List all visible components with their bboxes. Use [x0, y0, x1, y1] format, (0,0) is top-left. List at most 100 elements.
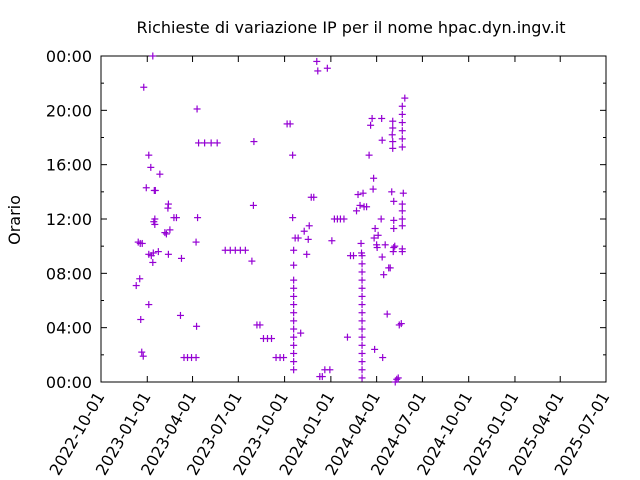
data-point — [399, 189, 407, 197]
y-tick-label: 04:00 — [46, 319, 92, 338]
data-point — [177, 254, 185, 262]
data-point — [358, 292, 366, 300]
data-point — [145, 151, 153, 159]
data-point — [290, 358, 298, 366]
data-point — [380, 271, 388, 279]
data-point — [389, 124, 397, 132]
data-point — [390, 216, 398, 224]
data-point — [389, 144, 397, 152]
data-point — [290, 333, 298, 341]
data-point — [398, 207, 406, 215]
y-axis-label: Orario — [5, 195, 24, 245]
data-point — [318, 373, 326, 381]
data-point — [192, 238, 200, 246]
y-tick-label: 20:00 — [46, 101, 92, 120]
data-point — [358, 349, 366, 357]
data-point — [358, 366, 366, 374]
data-point — [369, 185, 377, 193]
data-points — [132, 52, 409, 386]
y-tick-label: 12:00 — [46, 210, 92, 229]
data-point — [393, 375, 401, 383]
data-point — [394, 374, 402, 382]
axis-ticks: 00:0004:0008:0012:0016:0020:0000:002022-… — [46, 47, 614, 479]
data-point — [145, 301, 153, 309]
data-point — [377, 215, 385, 223]
data-point — [290, 366, 298, 374]
data-point — [290, 284, 298, 292]
data-point — [161, 229, 169, 237]
data-point — [378, 136, 386, 144]
data-point — [154, 248, 162, 256]
data-point — [151, 220, 159, 228]
data-point — [305, 222, 313, 230]
data-point — [250, 138, 258, 146]
data-point — [370, 234, 378, 242]
data-point — [358, 268, 366, 276]
data-point — [398, 143, 406, 151]
data-point — [365, 151, 373, 159]
data-point — [241, 246, 249, 254]
data-point — [149, 52, 157, 60]
data-point — [138, 348, 146, 356]
data-point — [398, 135, 406, 143]
data-point — [300, 227, 308, 235]
data-point — [358, 341, 366, 349]
data-point — [213, 139, 221, 147]
data-point — [132, 282, 140, 290]
data-point — [248, 257, 256, 265]
data-point — [194, 214, 202, 222]
data-point — [280, 354, 288, 362]
y-tick-label: 08:00 — [46, 264, 92, 283]
data-point — [249, 201, 257, 209]
data-point — [358, 325, 366, 333]
data-point — [358, 374, 366, 382]
data-point — [290, 341, 298, 349]
data-point — [290, 276, 298, 284]
data-point — [176, 311, 184, 319]
data-point — [151, 186, 159, 194]
data-point — [290, 349, 298, 357]
data-point — [286, 120, 294, 128]
data-point — [398, 119, 406, 127]
data-point — [162, 230, 170, 238]
data-point — [389, 138, 397, 146]
data-point — [373, 244, 381, 252]
data-point — [314, 67, 322, 75]
data-point — [164, 200, 172, 208]
data-point — [139, 352, 147, 360]
data-point — [358, 317, 366, 325]
data-point — [388, 131, 396, 139]
data-point — [136, 275, 144, 283]
data-point — [304, 235, 312, 243]
y-tick-label: 16:00 — [46, 156, 92, 175]
data-point — [371, 225, 379, 233]
data-point — [343, 333, 351, 341]
data-point — [398, 200, 406, 208]
data-point — [398, 215, 406, 223]
data-point — [193, 105, 201, 113]
data-point — [340, 215, 348, 223]
data-point — [358, 284, 366, 292]
data-point — [381, 241, 389, 249]
data-point — [147, 163, 155, 171]
data-point — [290, 325, 298, 333]
data-point — [172, 214, 180, 222]
data-point — [323, 64, 331, 72]
data-point — [390, 244, 398, 252]
data-point — [137, 316, 145, 324]
data-point — [358, 358, 366, 366]
data-point — [371, 345, 379, 353]
data-point — [290, 301, 298, 309]
data-point — [358, 309, 366, 317]
data-point — [359, 189, 367, 197]
data-point — [367, 121, 375, 129]
data-point — [350, 252, 357, 260]
data-point — [164, 250, 172, 258]
data-point — [358, 260, 366, 268]
data-point — [358, 276, 366, 284]
data-point — [358, 301, 366, 309]
data-point — [328, 237, 336, 245]
data-point — [294, 234, 302, 242]
data-point — [363, 203, 371, 211]
data-point — [370, 174, 378, 182]
